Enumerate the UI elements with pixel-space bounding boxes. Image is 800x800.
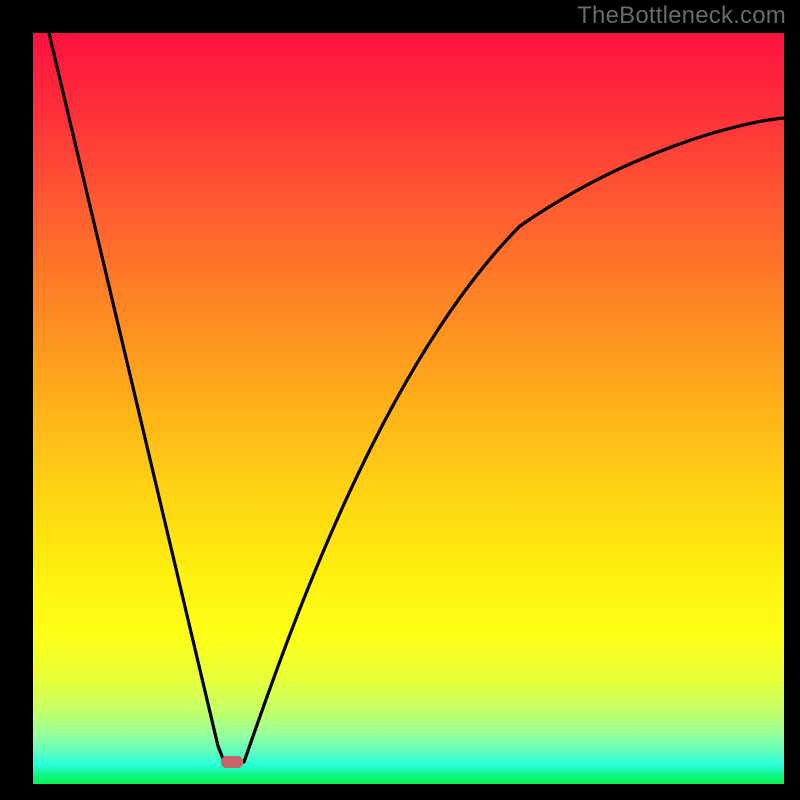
plot-area — [33, 33, 784, 784]
curve-overlay — [33, 33, 784, 784]
chart-container: TheBottleneck.com — [0, 0, 800, 800]
bottleneck-curve — [49, 33, 784, 764]
watermark-text: TheBottleneck.com — [577, 2, 786, 30]
minimum-marker — [221, 756, 243, 768]
